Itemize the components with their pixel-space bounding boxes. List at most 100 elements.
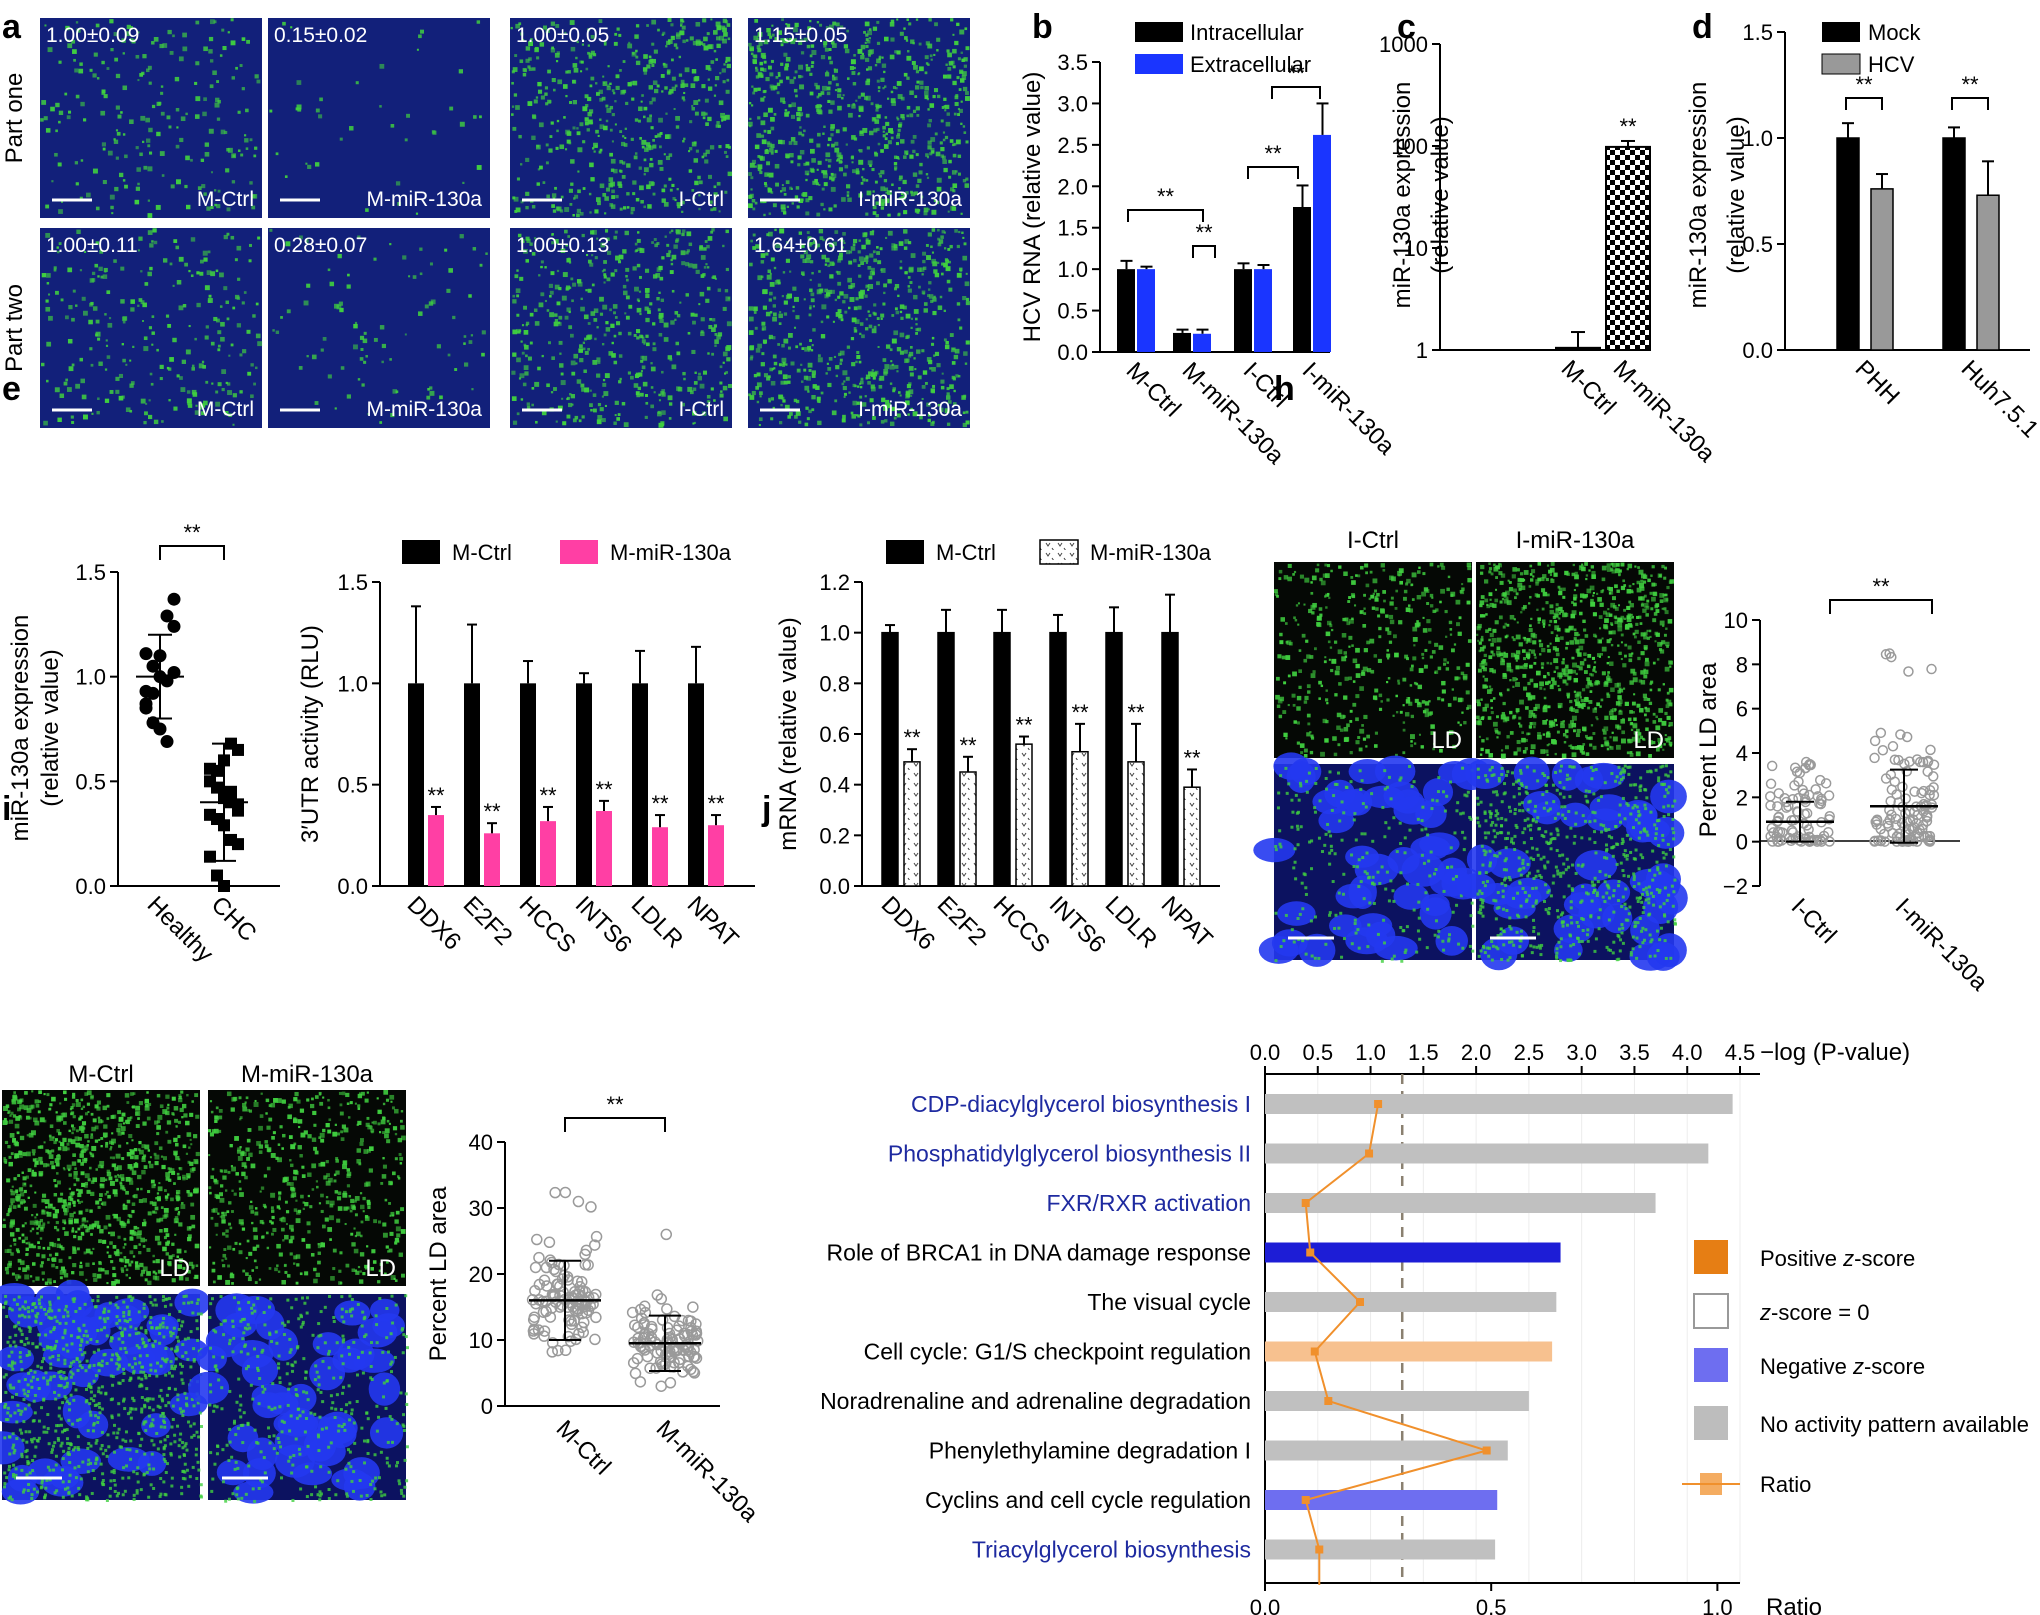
signal-mark [1624,643,1628,647]
signal-mark [1509,710,1513,715]
signal-mark [869,164,872,167]
signal-mark [927,140,932,145]
signal-mark [603,81,606,85]
signal-mark [685,262,690,267]
signal-mark [592,359,598,365]
signal-mark [858,114,861,118]
signal-mark [296,104,302,110]
signal-mark [1308,840,1312,844]
signal-mark [727,297,731,300]
signal-mark [1480,747,1484,752]
signal-mark [671,76,676,81]
signal-mark [1402,704,1405,707]
panel-a-condition-label: M-Ctrl [197,188,254,211]
signal-mark [602,192,607,197]
signal-mark [955,170,958,173]
signal-mark [121,38,126,43]
signal-mark [1632,671,1637,676]
signal-mark [1435,608,1439,612]
signal-mark [634,286,639,292]
signal-mark [1313,647,1317,651]
signal-mark [148,81,152,85]
signal-mark [692,320,696,325]
signal-mark [1294,877,1298,881]
signal-mark [1652,712,1656,716]
signal-mark [340,366,345,370]
signal-mark [1622,687,1626,690]
signal-mark [1575,733,1580,738]
signal-mark [523,343,527,347]
signal-mark [1426,907,1430,911]
signal-mark [908,389,914,395]
signal-mark [1351,594,1356,599]
signal-mark [532,67,536,71]
signal-mark [946,387,950,391]
signal-mark [103,267,108,272]
signal-mark [1414,698,1419,703]
signal-mark [1479,571,1484,575]
signal-mark [713,30,718,35]
signal-mark [1428,640,1432,644]
signal-mark [172,284,175,287]
signal-mark [782,211,787,215]
signal-mark [108,317,112,320]
signal-mark [1308,608,1313,614]
signal-mark [1319,577,1323,582]
signal-mark [931,342,935,346]
signal-mark [285,241,291,247]
signal-mark [769,35,773,39]
signal-mark [893,330,899,336]
signal-mark [280,316,283,319]
signal-mark [914,191,918,196]
g-bar-mir [959,771,977,887]
signal-mark [795,399,800,404]
signal-mark [770,126,775,131]
signal-mark [643,205,647,209]
signal-mark [808,349,811,352]
signal-mark [98,266,103,272]
signal-mark [806,32,810,36]
signal-mark [586,128,590,132]
signal-mark [1388,640,1393,644]
signal-mark [1325,698,1329,702]
signal-mark [1601,646,1607,652]
signal-mark [1389,797,1393,801]
signal-mark [587,96,592,102]
signal-mark [625,267,630,272]
signal-mark [934,351,940,356]
signal-mark [520,32,524,36]
signal-mark [194,337,197,341]
signal-mark [883,371,888,376]
signal-mark [635,391,640,396]
signal-mark [769,282,775,287]
signal-mark [636,263,641,268]
signal-mark [1348,645,1351,648]
signal-mark [471,388,474,391]
signal-mark [640,370,643,373]
signal-mark [817,354,821,358]
signal-mark [1423,587,1429,592]
signal-mark [842,232,846,236]
signal-mark [898,241,904,246]
signal-mark [619,207,623,211]
signal-mark [953,389,956,393]
signal-mark [843,392,847,396]
signal-mark [1314,766,1318,770]
signal-mark [617,181,622,186]
signal-mark [113,32,118,37]
signal-mark [759,158,763,161]
signal-mark [1313,810,1317,814]
signal-mark [1310,581,1313,584]
signal-mark [71,317,75,322]
signal-mark [1279,696,1285,702]
signal-mark [589,403,593,407]
signal-mark [1424,827,1428,831]
signal-mark [1463,720,1467,725]
signal-mark [927,208,930,211]
signal-mark [587,347,590,351]
signal-mark [1502,701,1506,706]
signal-mark [778,322,782,326]
signal-mark [1610,643,1614,647]
signal-mark [147,166,153,172]
signal-mark [548,341,552,345]
